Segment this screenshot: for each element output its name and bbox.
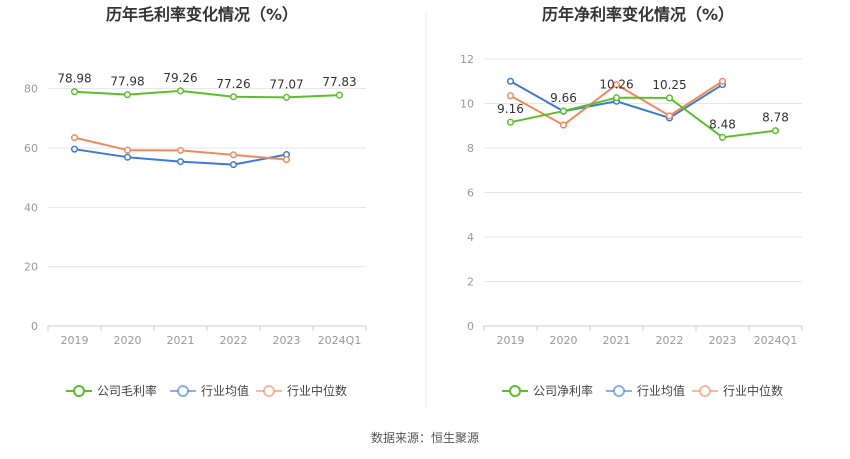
data-point xyxy=(70,145,79,153)
data-label: 79.26 xyxy=(163,71,197,85)
legend-label[interactable]: 行业中位数 xyxy=(723,383,783,398)
y-tick-label: 2 xyxy=(467,276,474,289)
y-tick-label: 8 xyxy=(467,142,474,155)
series-line xyxy=(74,89,340,99)
legend-swatch-marker[interactable] xyxy=(699,385,711,397)
y-tick-label: 60 xyxy=(24,142,38,155)
data-point xyxy=(70,88,79,96)
y-tick-label: 0 xyxy=(467,320,474,333)
x-tick-label: 2024Q1 xyxy=(754,334,798,347)
legend-label[interactable]: 行业均值 xyxy=(637,383,685,398)
data-point xyxy=(176,146,185,154)
legend-swatch-marker[interactable] xyxy=(613,385,625,397)
data-label: 77.26 xyxy=(216,77,250,91)
data-point xyxy=(506,77,515,85)
data-label: 8.78 xyxy=(762,111,789,125)
data-label: 8.48 xyxy=(709,117,736,131)
data-label: 77.07 xyxy=(269,77,303,91)
legend-swatch-marker[interactable] xyxy=(73,385,85,397)
x-tick-label: 2023 xyxy=(273,334,301,347)
x-tick-label: 2020 xyxy=(114,334,142,347)
data-point xyxy=(559,121,568,129)
y-tick-label: 6 xyxy=(467,187,474,200)
series-line xyxy=(510,96,776,139)
y-tick-label: 80 xyxy=(24,83,38,96)
x-tick-label: 2024Q1 xyxy=(318,334,362,347)
data-point xyxy=(506,118,515,126)
legend-swatch-marker[interactable] xyxy=(263,385,275,397)
y-tick-label: 10 xyxy=(460,98,474,111)
x-tick-label: 2023 xyxy=(709,334,737,347)
data-point xyxy=(771,127,780,135)
data-point xyxy=(335,91,344,99)
data-label: 9.16 xyxy=(497,102,524,116)
y-tick-label: 40 xyxy=(24,201,38,214)
x-tick-label: 2022 xyxy=(656,334,684,347)
data-point xyxy=(612,81,621,89)
data-point xyxy=(229,93,238,101)
chart-title: 历年毛利率变化情况（%） xyxy=(106,5,298,24)
data-point xyxy=(282,93,291,101)
data-label: 10.26 xyxy=(599,78,633,92)
data-point xyxy=(123,153,132,161)
x-tick-label: 2019 xyxy=(61,334,89,347)
legend-label[interactable]: 公司净利率 xyxy=(533,383,593,398)
data-point xyxy=(176,158,185,166)
y-tick-label: 12 xyxy=(460,53,474,66)
data-point xyxy=(229,151,238,159)
data-label: 10.25 xyxy=(652,78,686,92)
y-tick-label: 0 xyxy=(31,320,38,333)
data-point xyxy=(718,77,727,85)
data-label: 77.98 xyxy=(110,75,144,89)
legend-label[interactable]: 公司毛利率 xyxy=(97,383,157,398)
data-point xyxy=(70,134,79,142)
x-tick-label: 2021 xyxy=(603,334,631,347)
legend-swatch-marker[interactable] xyxy=(509,385,521,397)
legend-label[interactable]: 行业中位数 xyxy=(287,383,347,398)
x-tick-label: 2021 xyxy=(167,334,195,347)
data-point xyxy=(718,133,727,141)
data-point xyxy=(665,94,674,102)
x-tick-label: 2019 xyxy=(497,334,525,347)
legend-swatch-marker[interactable] xyxy=(177,385,189,397)
data-label: 9.66 xyxy=(550,91,577,105)
data-point xyxy=(665,112,674,120)
data-point xyxy=(123,91,132,99)
x-tick-label: 2022 xyxy=(220,334,248,347)
chart-title: 历年净利率变化情况（%） xyxy=(542,5,734,24)
data-label: 77.83 xyxy=(322,75,356,89)
data-point xyxy=(612,94,621,102)
data-point xyxy=(123,146,132,154)
legend-label[interactable]: 行业均值 xyxy=(201,383,249,398)
data-point xyxy=(176,87,185,95)
y-tick-label: 20 xyxy=(24,261,38,274)
x-tick-label: 2020 xyxy=(550,334,578,347)
data-point xyxy=(282,156,291,164)
data-point xyxy=(559,107,568,115)
data-point xyxy=(229,161,238,169)
y-tick-label: 4 xyxy=(467,231,474,244)
data-source-label: 数据来源：恒生聚源 xyxy=(371,430,479,445)
data-label: 78.98 xyxy=(57,72,91,86)
data-point xyxy=(506,92,515,100)
